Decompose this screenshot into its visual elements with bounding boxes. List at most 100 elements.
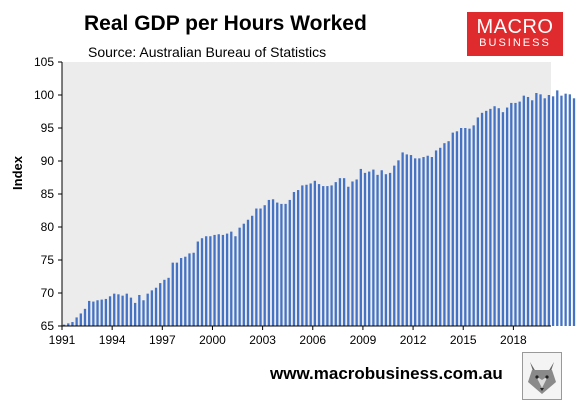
- bar: [426, 155, 429, 326]
- bar: [376, 174, 379, 326]
- bar: [96, 300, 99, 326]
- bar: [501, 112, 505, 326]
- bar: [401, 152, 404, 326]
- bar: [355, 179, 358, 326]
- y-axis: 65 70 75 80 85 90 95 100 105: [34, 55, 63, 333]
- bar: [560, 95, 563, 326]
- bar: [334, 182, 337, 326]
- bar: [409, 155, 413, 326]
- bar: [505, 107, 509, 326]
- bar: [75, 317, 78, 326]
- bar: [200, 238, 204, 326]
- bar: [564, 93, 567, 327]
- bar: [71, 322, 74, 326]
- bar: [485, 110, 488, 326]
- bar: [100, 299, 103, 326]
- bar: [397, 160, 400, 326]
- bar: [159, 283, 162, 326]
- bar: [489, 108, 492, 326]
- bar: [217, 234, 220, 326]
- y-tick-label: 90: [41, 154, 55, 168]
- bar: [184, 256, 187, 326]
- bar: [192, 252, 195, 326]
- bar: [493, 106, 496, 326]
- bar: [251, 215, 254, 326]
- x-tick-label: 2015: [450, 333, 477, 347]
- bar: [313, 180, 317, 326]
- bar: [150, 290, 154, 326]
- bar: [451, 132, 454, 326]
- website-url: www.macrobusiness.com.au: [270, 364, 503, 383]
- bar: [221, 234, 225, 326]
- bar: [434, 150, 438, 326]
- x-tick-label: 1994: [99, 333, 126, 347]
- x-tick-label: 2006: [299, 333, 326, 347]
- fox-mascot-icon: [522, 352, 562, 400]
- bar: [305, 184, 308, 326]
- bar: [255, 208, 258, 326]
- bar: [535, 93, 538, 327]
- x-tick-label: 2003: [249, 333, 276, 347]
- bar: [280, 203, 283, 326]
- bar: [196, 241, 199, 326]
- bar: [414, 158, 417, 326]
- logo-line-1: MACRO: [476, 16, 554, 38]
- bar: [393, 165, 396, 326]
- bar: [338, 178, 342, 326]
- bar: [296, 190, 300, 326]
- bar: [67, 323, 70, 326]
- bar: [351, 181, 354, 326]
- bar: [359, 168, 362, 326]
- bars-group: [62, 90, 576, 327]
- bar: [384, 174, 388, 326]
- y-tick-label: 80: [41, 220, 55, 234]
- bar: [317, 184, 321, 326]
- bar: [526, 96, 530, 326]
- y-axis-label: Index: [10, 155, 25, 190]
- bar: [363, 172, 367, 326]
- bar: [83, 308, 87, 326]
- bar: [92, 301, 95, 326]
- bar: [284, 203, 287, 326]
- bar: [79, 313, 82, 326]
- bar: [543, 98, 546, 326]
- bar: [447, 141, 450, 326]
- bar: [62, 324, 66, 326]
- bar: [347, 186, 350, 326]
- bar: [188, 253, 191, 326]
- bar: [510, 102, 513, 326]
- y-tick-label: 95: [41, 121, 55, 135]
- bar: [179, 258, 183, 326]
- bar: [276, 202, 279, 326]
- bar: [292, 192, 296, 326]
- bar: [531, 100, 534, 326]
- bar: [205, 236, 208, 326]
- bar: [104, 298, 108, 326]
- bar: [476, 117, 480, 326]
- bar: [368, 171, 371, 326]
- bar: [443, 143, 446, 326]
- bar: [455, 131, 459, 326]
- bar: [514, 102, 517, 326]
- bar: [163, 279, 166, 326]
- bar: [330, 185, 333, 326]
- bar: [138, 294, 141, 326]
- bar: [175, 262, 179, 326]
- bar: [572, 98, 576, 326]
- bar: [430, 157, 434, 326]
- y-tick-label: 65: [41, 319, 55, 333]
- bar: [309, 183, 312, 326]
- bar: [522, 95, 525, 326]
- bar: [88, 300, 91, 326]
- x-tick-label: 1997: [149, 333, 176, 347]
- bar: [288, 199, 291, 326]
- x-tick-label: 2018: [500, 333, 527, 347]
- bar: [234, 236, 237, 326]
- bar: [263, 205, 266, 326]
- bar: [480, 112, 484, 326]
- bar: [271, 199, 275, 326]
- bar: [301, 185, 304, 326]
- bar: [125, 293, 128, 326]
- bar: [459, 128, 463, 326]
